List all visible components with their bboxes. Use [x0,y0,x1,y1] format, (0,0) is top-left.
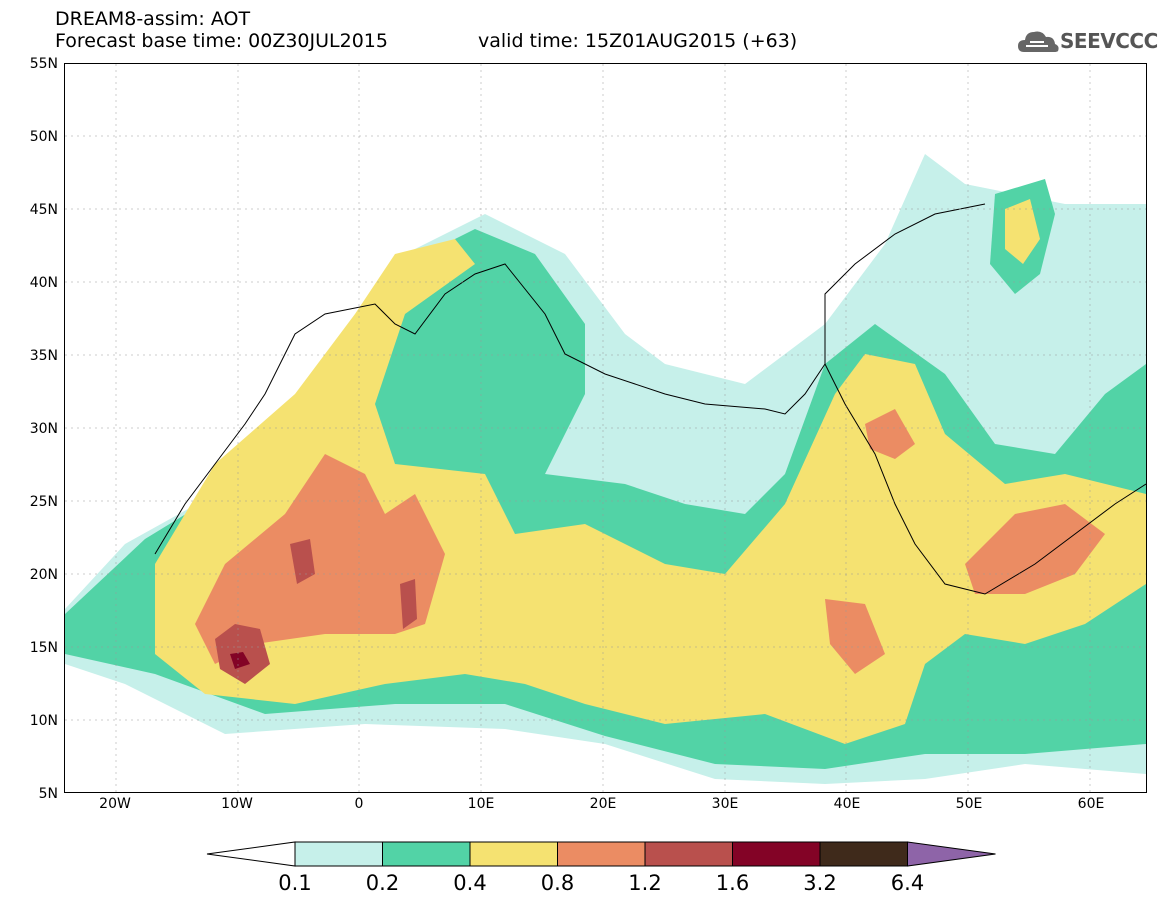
colorbar-box [469,841,558,867]
lat-label: 25N [29,494,58,510]
valid-time: valid time: 15Z01AUG2015 (+63) [478,30,798,52]
colorbar-label: 0.4 [453,871,487,895]
colorbar-label: 0.1 [278,871,312,895]
lat-label: 20N [29,567,58,583]
colorbar-label: 6.4 [890,871,925,895]
lat-label: 50N [29,129,58,145]
lat-label: 45N [29,202,58,218]
map-title: DREAM8-assim: AOT [55,8,251,30]
lon-label: 50E [955,796,983,812]
cloud-logo-icon [1018,31,1059,52]
contour-0.8-iraq [865,409,915,459]
colorbar-label: 1.6 [715,871,750,895]
aot-map [65,64,1147,792]
colorbar-box [644,841,733,867]
lat-label: 40N [29,275,58,291]
lon-label: 10E [467,796,495,812]
colorbar-box [294,841,383,867]
lon-label: 20E [589,796,617,812]
contour-1.6 [230,652,250,669]
colorbar-box [732,841,821,867]
lat-label: 35N [29,348,58,364]
colorbar-box [557,841,646,867]
contour-1.2-mali [290,539,315,584]
lon-label: 10W [221,796,253,812]
lat-label: 10N [29,713,58,729]
colorbar-arrow-low [206,841,296,867]
colorbar-box [382,841,471,867]
contour-0.4-east [1005,199,1040,264]
lat-label: 30N [29,421,58,437]
lat-label: 15N [29,640,58,656]
forecast-base-time: Forecast base time: 00Z30JUL2015 [55,30,388,52]
contour-0.8-oman [965,504,1105,594]
contour-1.2-niger [400,579,417,629]
colorbar-box [819,841,908,867]
lon-label: 20W [99,796,131,812]
lon-label: 0 [354,796,364,812]
lon-label: 40E [833,796,861,812]
map-frame [64,63,1147,793]
aot-contours [65,154,1146,784]
lat-label: 5N [38,786,58,802]
coastlines [154,203,1147,595]
contour-0.8-ethiopia [825,599,885,674]
colorbar [206,841,996,867]
logo-text: SEEVCCC [1060,29,1158,53]
colorbar-label: 0.2 [365,871,400,895]
colorbar-label: 1.2 [628,871,662,895]
gridlines [65,64,1146,792]
contour-0.8 [195,454,445,664]
lon-label: 30E [711,796,739,812]
colorbar-label: 3.2 [803,871,837,895]
colorbar-label: 0.8 [540,871,575,895]
colorbar-arrow-high [907,841,996,867]
lat-label: 55N [29,56,58,72]
lon-label: 60E [1077,796,1105,812]
